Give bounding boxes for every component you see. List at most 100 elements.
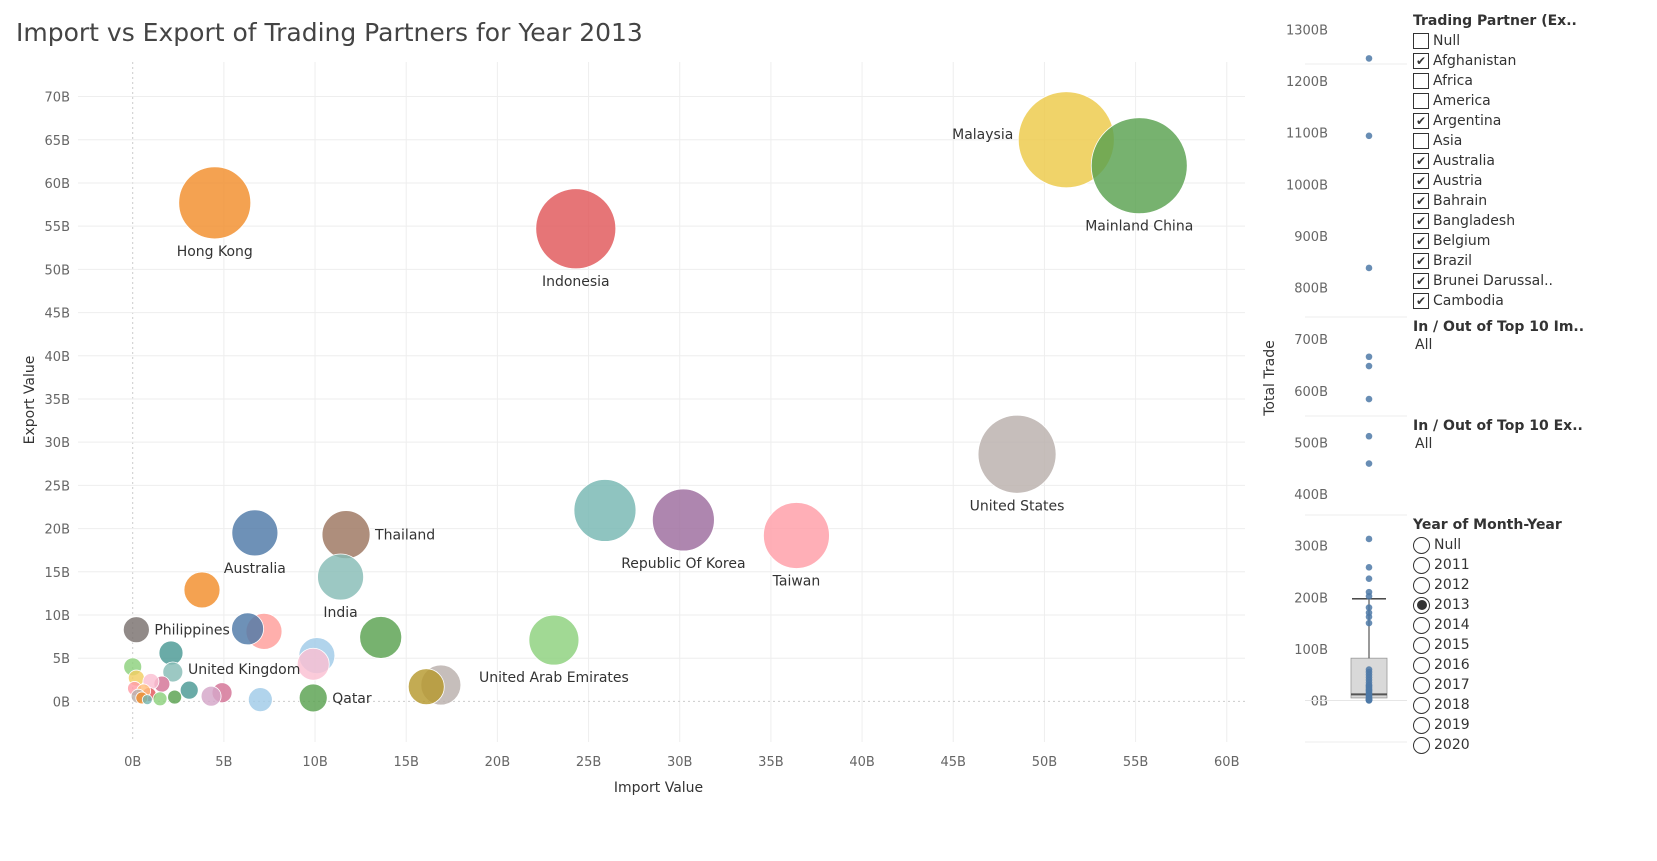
bubble[interactable] [141, 694, 153, 706]
checkbox[interactable]: ✔ [1413, 233, 1429, 249]
radio-button[interactable] [1413, 696, 1430, 714]
top10-export-filter-value[interactable]: All [1415, 436, 1433, 452]
checkbox[interactable]: ✔ [1413, 213, 1429, 229]
total-trade-point[interactable] [1365, 353, 1373, 361]
radio-button[interactable] [1413, 736, 1430, 754]
trading-partner-option[interactable]: Null [1413, 31, 1653, 51]
total-trade-point[interactable] [1365, 575, 1373, 582]
trading-partner-option[interactable]: ✔ Austria [1413, 171, 1653, 191]
checkbox[interactable] [1413, 93, 1429, 109]
total-trade-point[interactable] [1365, 604, 1373, 611]
trading-partner-option[interactable]: ✔ Bangladesh [1413, 211, 1653, 231]
radio-button[interactable] [1413, 636, 1430, 654]
total-trade-point[interactable] [1365, 564, 1373, 571]
bubble[interactable] [573, 479, 637, 542]
top10-import-filter-value[interactable]: All [1415, 337, 1433, 353]
year-option[interactable]: Null [1413, 535, 1653, 555]
bubble[interactable] [1090, 117, 1188, 215]
bubble[interactable] [407, 668, 445, 706]
radio-button[interactable] [1413, 596, 1430, 614]
year-option[interactable]: 2011 [1413, 555, 1653, 575]
year-option[interactable]: 2018 [1413, 695, 1653, 715]
y-tick-label: 55B [45, 220, 70, 235]
trading-partner-option[interactable]: Asia [1413, 131, 1653, 151]
bubble[interactable] [231, 612, 264, 646]
radio-button[interactable] [1413, 676, 1430, 694]
trading-partner-option[interactable]: ✔ Australia [1413, 151, 1653, 171]
y-tick-label: 15B [45, 566, 70, 581]
trading-partner-option[interactable]: ✔ Bahrain [1413, 191, 1653, 211]
radio-button[interactable] [1413, 656, 1430, 674]
bubble[interactable] [162, 661, 184, 683]
year-option-label: Null [1434, 537, 1462, 553]
trading-partner-option[interactable]: ✔ Brunei Darussal.. [1413, 271, 1653, 291]
year-option[interactable]: 2013 [1413, 595, 1653, 615]
checkbox[interactable]: ✔ [1413, 273, 1429, 289]
bubble[interactable] [977, 414, 1057, 494]
checkbox[interactable]: ✔ [1413, 153, 1429, 169]
bubble[interactable] [535, 188, 617, 270]
year-option[interactable]: 2014 [1413, 615, 1653, 635]
year-option[interactable]: 2015 [1413, 635, 1653, 655]
bubble[interactable] [200, 685, 222, 707]
radio-button[interactable] [1413, 556, 1430, 574]
bubble[interactable] [231, 509, 279, 557]
bubble[interactable] [359, 616, 403, 659]
trading-partner-option[interactable]: America [1413, 91, 1653, 111]
total-trade-point[interactable] [1365, 460, 1373, 467]
checkbox[interactable]: ✔ [1413, 53, 1429, 69]
bubble[interactable] [651, 488, 715, 552]
checkbox[interactable] [1413, 33, 1429, 49]
x-tick-label: 45B [941, 755, 966, 770]
total-trade-point[interactable] [1365, 432, 1373, 440]
checkbox[interactable] [1413, 133, 1429, 149]
bubble[interactable] [321, 510, 371, 560]
bubble[interactable] [763, 502, 830, 569]
total-trade-point[interactable] [1365, 613, 1373, 621]
bubble[interactable] [167, 689, 183, 705]
checkbox[interactable]: ✔ [1413, 193, 1429, 209]
bubble[interactable] [178, 166, 252, 240]
total-trade-point[interactable] [1365, 395, 1373, 403]
bubble[interactable] [298, 683, 328, 713]
total-trade-point[interactable] [1365, 535, 1373, 543]
bubble[interactable] [158, 640, 184, 666]
year-option[interactable]: 2019 [1413, 715, 1653, 735]
checkbox[interactable] [1413, 73, 1429, 89]
checkbox[interactable]: ✔ [1413, 173, 1429, 189]
bubble[interactable] [247, 687, 273, 713]
bubble[interactable] [179, 680, 199, 700]
bubble[interactable] [296, 647, 330, 681]
checkbox[interactable]: ✔ [1413, 293, 1429, 309]
trading-partner-option[interactable]: ✔ Belgium [1413, 231, 1653, 251]
trading-partner-option[interactable]: ✔ Argentina [1413, 111, 1653, 131]
year-option[interactable]: 2017 [1413, 675, 1653, 695]
bubble[interactable] [528, 614, 580, 666]
total-trade-point[interactable] [1365, 697, 1373, 704]
radio-button[interactable] [1413, 716, 1430, 734]
year-option[interactable]: 2016 [1413, 655, 1653, 675]
bubble[interactable] [122, 616, 150, 644]
bubble[interactable] [183, 571, 221, 609]
year-option[interactable]: 2012 [1413, 575, 1653, 595]
bubble[interactable] [152, 691, 168, 707]
trading-partner-option[interactable]: ✔ Brazil [1413, 251, 1653, 271]
radio-button[interactable] [1413, 576, 1430, 594]
trading-partner-option[interactable]: ✔ Cambodia [1413, 291, 1653, 311]
trading-partner-option[interactable]: ✔ Afghanistan [1413, 51, 1653, 71]
year-option[interactable]: 2020 [1413, 735, 1653, 755]
radio-button[interactable] [1413, 536, 1430, 554]
checkbox[interactable]: ✔ [1413, 253, 1429, 269]
total-trade-point[interactable] [1365, 619, 1373, 627]
total-trade-point[interactable] [1365, 132, 1373, 140]
total-trade-point[interactable] [1365, 362, 1373, 370]
x-tick-label: 50B [1032, 755, 1057, 770]
radio-button[interactable] [1413, 616, 1430, 634]
trading-partner-option[interactable]: Africa [1413, 71, 1653, 91]
checkbox[interactable]: ✔ [1413, 113, 1429, 129]
total-trade-point[interactable] [1365, 592, 1373, 600]
total-trade-point[interactable] [1365, 264, 1373, 272]
bubble[interactable] [317, 553, 364, 601]
year-option-label: 2013 [1434, 597, 1470, 613]
total-trade-point[interactable] [1365, 55, 1373, 62]
